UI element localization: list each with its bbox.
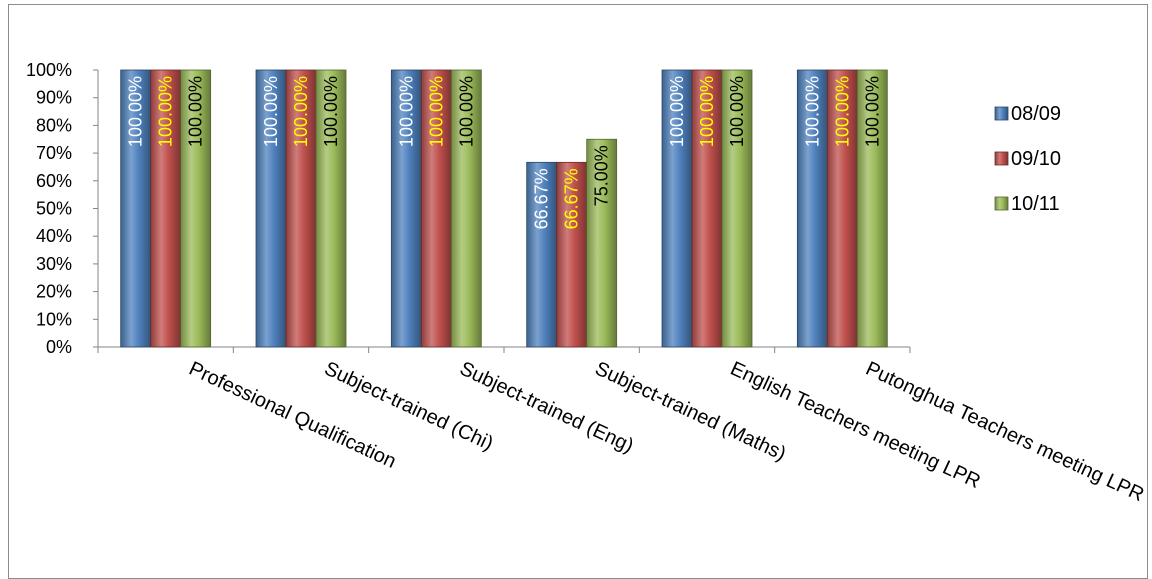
bar bbox=[856, 69, 888, 348]
data-label: 75.00% bbox=[592, 145, 612, 206]
bar bbox=[691, 69, 723, 348]
legend: 08/09 09/10 10/11 bbox=[994, 103, 1061, 215]
data-label: 100.00% bbox=[186, 76, 206, 147]
y-tick-label: 60% bbox=[36, 171, 72, 191]
y-tick-label: 10% bbox=[36, 309, 72, 329]
legend-label: 09/10 bbox=[1011, 148, 1061, 170]
y-tick-label: 70% bbox=[36, 143, 72, 163]
bar bbox=[150, 69, 182, 348]
y-tick-label: 100% bbox=[26, 60, 72, 80]
legend-swatch bbox=[994, 106, 1009, 121]
legend-label: 10/11 bbox=[1011, 193, 1060, 215]
bar bbox=[450, 69, 482, 348]
legend-label: 08/09 bbox=[1011, 103, 1061, 125]
bar bbox=[420, 69, 452, 348]
data-label: 100.00% bbox=[727, 76, 747, 147]
data-label: 100.00% bbox=[156, 76, 176, 147]
data-label: 100.00% bbox=[832, 76, 852, 147]
data-labels: 100.00% 100.00% 100.00% 66.67% 100.00% 100.00… bbox=[126, 76, 883, 229]
y-tick-label: 0% bbox=[46, 337, 72, 357]
data-label: 100.00% bbox=[862, 76, 882, 147]
bars bbox=[120, 69, 888, 348]
data-label: 66.67% bbox=[532, 168, 552, 229]
data-label: 100.00% bbox=[126, 76, 146, 147]
y-tick-label: 30% bbox=[36, 254, 72, 274]
bar bbox=[180, 69, 212, 348]
data-label: 100.00% bbox=[321, 76, 341, 147]
data-label: 100.00% bbox=[667, 76, 687, 147]
bar bbox=[390, 69, 422, 348]
bar bbox=[796, 69, 828, 348]
data-label: 100.00% bbox=[396, 76, 416, 147]
data-label: 100.00% bbox=[261, 76, 281, 147]
x-category-label: English Teachers meeting LPR bbox=[727, 358, 984, 493]
y-tick-label: 90% bbox=[36, 88, 72, 108]
bar bbox=[526, 161, 558, 348]
bar bbox=[586, 138, 618, 348]
legend-swatch bbox=[994, 151, 1009, 166]
data-label: 100.00% bbox=[802, 76, 822, 147]
bar bbox=[721, 69, 753, 348]
bar bbox=[315, 69, 347, 348]
data-label: 66.67% bbox=[562, 168, 582, 229]
x-category-label: Putonghua Teachers meeting LPR bbox=[862, 358, 1147, 507]
y-tick-label: 20% bbox=[36, 282, 72, 302]
bar bbox=[255, 69, 287, 348]
data-label: 100.00% bbox=[426, 76, 446, 147]
data-label: 100.00% bbox=[697, 76, 717, 147]
y-tick-label: 40% bbox=[36, 226, 72, 246]
legend-swatch bbox=[994, 196, 1009, 211]
bar bbox=[285, 69, 317, 348]
data-label: 100.00% bbox=[456, 76, 476, 147]
bar bbox=[661, 69, 693, 348]
y-tick-label: 80% bbox=[36, 115, 72, 135]
y-tick-label: 50% bbox=[36, 199, 72, 219]
data-label: 100.00% bbox=[291, 76, 311, 147]
